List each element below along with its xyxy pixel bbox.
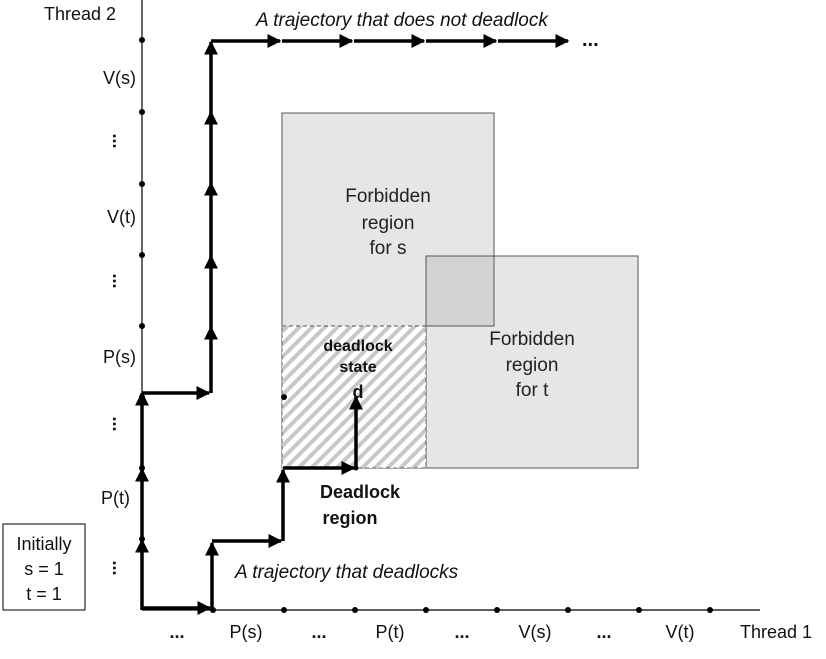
deadlock-region-label: Deadlock region (320, 482, 401, 528)
svg-text:region: region (362, 213, 415, 234)
deadlock-trajectory (142, 395, 363, 615)
x-tick-label: ... (311, 622, 326, 642)
forbidden-region-s-label: Forbidden region for s (345, 186, 431, 259)
y-tick-label: P(t) (101, 488, 130, 508)
svg-text:d: d (353, 382, 364, 402)
y-tick-label: ... (109, 273, 129, 288)
svg-text:Initially: Initially (16, 534, 71, 554)
x-tick-label: ... (596, 622, 611, 642)
x-tick-label: ... (454, 622, 469, 642)
x-tick-label: V(t) (666, 622, 695, 642)
svg-text:for s: for s (370, 238, 407, 259)
trajectory-ellipsis: ... (582, 29, 599, 51)
deadlock-state-label: deadlock state d (323, 338, 392, 402)
x-tick-label: ... (169, 622, 184, 642)
y-tick-label: V(t) (107, 207, 136, 227)
non-deadlock-trajectory-label: A trajectory that does not deadlock (255, 10, 549, 31)
y-tick-label: V(s) (103, 68, 136, 88)
y-tick-label: ... (109, 560, 129, 575)
y-tick-label: ... (109, 133, 129, 148)
svg-text:Forbidden: Forbidden (345, 186, 431, 207)
y-tick-label: P(s) (103, 347, 136, 367)
svg-text:Deadlock: Deadlock (320, 482, 401, 502)
x-axis-title: Thread 1 (740, 622, 812, 642)
y-axis-title: Thread 2 (44, 4, 116, 24)
x-axis-dots (210, 607, 713, 613)
svg-text:for t: for t (516, 380, 549, 401)
deadlock-point (281, 394, 287, 400)
x-tick-label: V(s) (519, 622, 552, 642)
y-tick-label: ... (109, 416, 129, 431)
svg-text:region: region (322, 508, 377, 528)
forbidden-overlap (425, 255, 495, 327)
svg-text:s = 1: s = 1 (24, 559, 64, 579)
initial-state-box: Initially s = 1 t = 1 (2, 523, 86, 611)
trajectory-end-dot (353, 465, 359, 471)
svg-text:t = 1: t = 1 (26, 584, 62, 604)
svg-text:region: region (506, 355, 559, 376)
non-deadlock-trajectory (135, 34, 570, 610)
svg-text:Forbidden: Forbidden (489, 329, 575, 350)
svg-text:state: state (339, 359, 376, 376)
deadlock-trajectory-label: A trajectory that deadlocks (234, 562, 459, 583)
svg-text:deadlock: deadlock (323, 338, 392, 355)
x-tick-label: P(s) (230, 622, 263, 642)
forbidden-region-t-label: Forbidden region for t (489, 329, 575, 401)
x-tick-label: P(t) (376, 622, 405, 642)
